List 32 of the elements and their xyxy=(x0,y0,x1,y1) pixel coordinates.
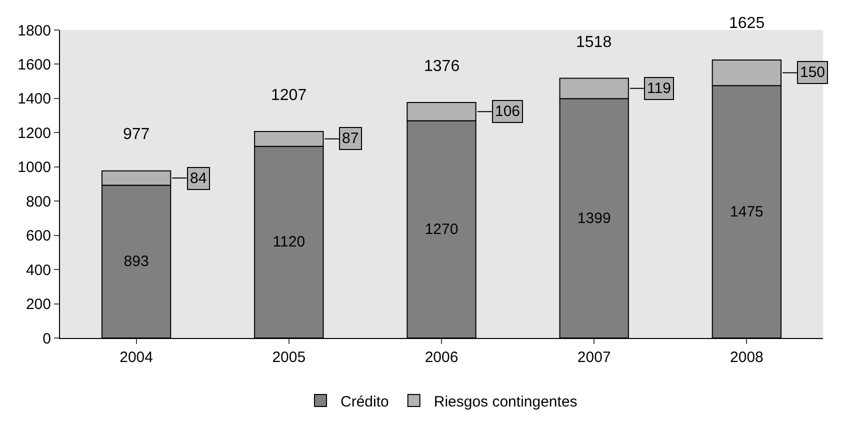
total-label: 1518 xyxy=(576,34,612,51)
y-tick-label: 200 xyxy=(26,296,51,314)
total-label: 977 xyxy=(123,126,150,143)
y-tick-label: 1200 xyxy=(18,124,51,142)
y-tick-label: 800 xyxy=(26,193,51,210)
x-tick-label: 2007 xyxy=(577,349,611,366)
x-tick-label: 2006 xyxy=(424,349,458,366)
data-label: 1120 xyxy=(272,234,306,251)
x-tick-label: 2004 xyxy=(120,349,153,366)
total-label: 1207 xyxy=(271,87,307,104)
data-label: 119 xyxy=(647,80,671,97)
y-tick-label: 400 xyxy=(26,262,51,279)
data-label: 106 xyxy=(495,103,520,120)
y-tick-label: 1600 xyxy=(18,56,51,74)
y-tick-label: 600 xyxy=(26,228,51,245)
legend-label: Riesgos contingentes xyxy=(434,393,578,410)
data-label: 1270 xyxy=(424,220,458,238)
total-label: 1376 xyxy=(424,58,460,75)
data-label: 84 xyxy=(190,170,207,187)
y-tick-label: 1000 xyxy=(18,159,51,176)
total-label: 1625 xyxy=(729,15,765,32)
data-label: 1475 xyxy=(730,203,764,220)
data-label: 150 xyxy=(800,64,826,81)
x-tick-label: 2005 xyxy=(272,349,306,366)
data-label: 1399 xyxy=(577,210,611,227)
y-tick-label: 1800 xyxy=(18,22,51,40)
legend-label: Crédito xyxy=(340,393,389,410)
data-label: 87 xyxy=(342,130,359,147)
x-tick-label: 2008 xyxy=(730,349,764,366)
y-tick-label: 0 xyxy=(42,330,51,348)
data-label: 893 xyxy=(124,253,149,270)
y-tick-label: 1400 xyxy=(18,90,51,108)
